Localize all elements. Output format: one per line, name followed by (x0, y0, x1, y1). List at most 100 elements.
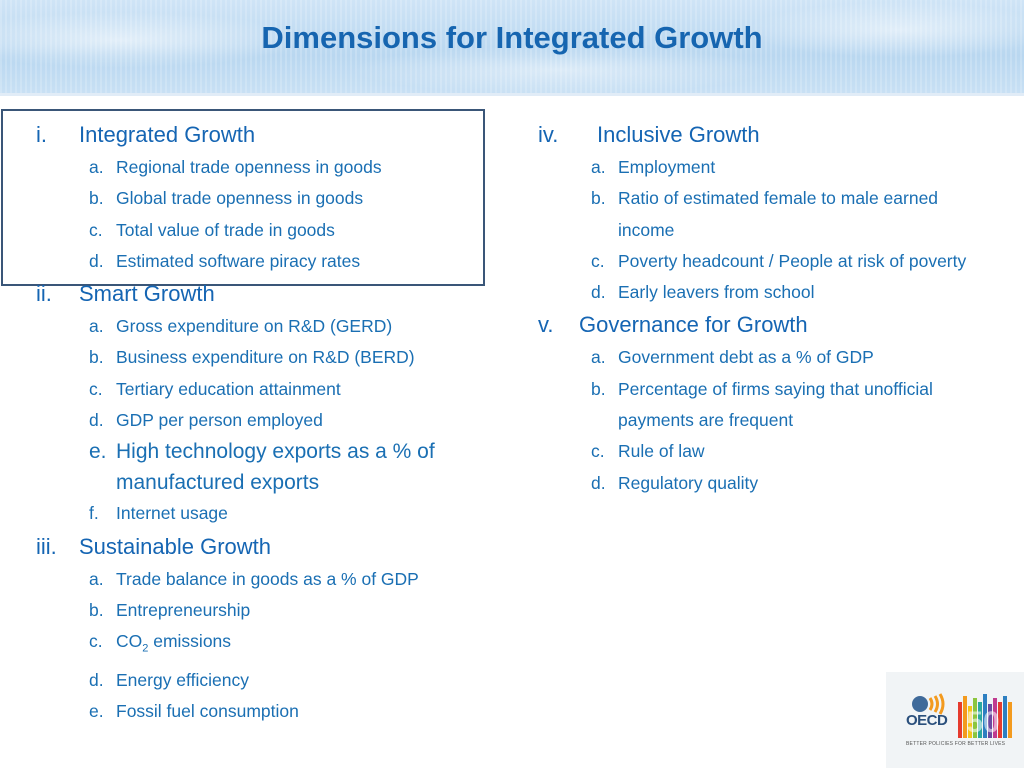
section-number: ii. (36, 281, 52, 307)
item-text: High technology exports as a % of manufa… (116, 440, 435, 495)
oecd-globe-icon (912, 696, 928, 712)
list-item: d. Estimated software piracy rates (36, 246, 496, 277)
item-letter: b. (591, 188, 606, 209)
item-letter: a. (591, 157, 606, 177)
item-letter: d. (591, 282, 606, 303)
item-text: Fossil fuel consumption (116, 701, 299, 722)
right-column: iv. Inclusive Growth a. Employment b. Rati… (538, 118, 1008, 499)
item-letter: a. (89, 316, 104, 337)
section-label: Governance for Growth (579, 312, 808, 338)
item-text: Rule of law (618, 441, 705, 462)
slide-title: Dimensions for Integrated Growth (261, 20, 763, 55)
indicator-list: a. Government debt as a % of GDP b. Percen… (538, 342, 1008, 498)
list-item: a. Regional trade openness in goods (36, 152, 496, 183)
section-label: Sustainable Growth (79, 533, 271, 559)
section-number: iii. (36, 533, 57, 559)
fifty-anniversary-icon (958, 694, 1012, 738)
section-label: Inclusive Growth (597, 122, 760, 147)
section-sustainable-growth: iii. Sustainable Growth a. Trade balance … (36, 530, 496, 728)
indicator-list: a. Gross expenditure on R&D (GERD) b. Busi… (36, 311, 496, 529)
item-letter: a. (591, 347, 606, 368)
item-text: Poverty headcount / People at risk of po… (618, 250, 967, 271)
section-smart-growth: ii. Smart Growth a. Gross expenditure on … (36, 277, 496, 529)
item-letter: b. (89, 188, 104, 209)
item-letter: e. (89, 440, 107, 464)
item-text: Regional trade openness in goods (116, 157, 382, 177)
co2-subscript: 2 (142, 642, 149, 655)
item-letter: b. (89, 599, 104, 620)
list-item: c. Total value of trade in goods (36, 215, 496, 246)
item-letter: c. (591, 441, 605, 462)
item-letter: d. (89, 410, 104, 431)
item-text: Trade balance in goods as a % of GDP (116, 568, 419, 589)
item-text: Ratio of estimated female to male earned… (618, 188, 939, 240)
oecd-wordmark: OECD (906, 712, 948, 729)
item-text: Internet usage (116, 503, 228, 524)
oecd-tagline: BETTER POLICIES FOR BETTER LIVES (906, 741, 1006, 747)
item-text: Global trade openness in goods (116, 188, 364, 209)
item-letter: a. (89, 568, 104, 589)
section-inclusive-growth: iv. Inclusive Growth a. Employment b. Rati… (538, 118, 1008, 308)
anniversary-number: 50 (966, 706, 999, 739)
indicator-list: a. Regional trade openness in goods b. Glo… (36, 152, 496, 277)
item-letter: d. (89, 250, 104, 271)
emissions-text: emissions (148, 631, 232, 652)
oecd-logo-graphic: 50 (912, 693, 1012, 739)
item-text: Regulatory quality (618, 472, 759, 493)
section-number: v. (538, 312, 554, 338)
section-number: i. (36, 122, 47, 147)
list-item: d. GDP per person employed (36, 405, 496, 436)
item-text: Percentage of firms saying that unoffici… (618, 378, 933, 431)
integrated-growth-highlight-box (1, 109, 485, 286)
item-text: Early leavers from school (618, 282, 815, 303)
section-number: iv. (538, 122, 559, 147)
list-item: e. High technology exports as a % of manu… (36, 436, 496, 498)
list-item: f. Internet usage (36, 498, 496, 529)
item-text: Total value of trade in goods (116, 219, 335, 240)
section-label: Integrated Growth (79, 122, 256, 147)
slide-header-band (0, 0, 1024, 93)
list-item: b. Business expenditure on R&D (BERD) (36, 342, 496, 373)
list-item: d. Early leavers from school (538, 277, 1008, 308)
item-text: Business expenditure on R&D (BERD) (116, 347, 415, 368)
co2-text: CO (116, 631, 143, 652)
item-letter: c. (89, 378, 103, 399)
item-text: GDP per person employed (116, 410, 323, 431)
item-text: Gross expenditure on R&D (GERD) (116, 316, 393, 337)
list-item: c. Poverty headcount / People at risk of … (538, 246, 1008, 277)
list-item: d. Regulatory quality (538, 468, 1008, 499)
item-letter: b. (591, 378, 606, 399)
list-item: a. Gross expenditure on R&D (GERD) (36, 311, 496, 342)
list-item: b. Entrepreneurship (36, 595, 496, 626)
list-item: a. Employment (538, 152, 1008, 183)
list-item: b. Global trade openness in goods (36, 183, 496, 214)
item-letter: e. (89, 701, 104, 722)
section-heading: iv. Inclusive Growth (538, 118, 1008, 152)
item-letter: f. (89, 503, 99, 524)
item-letter: d. (591, 472, 606, 493)
list-item: b. Percentage of firms saying that unoffi… (538, 374, 1008, 437)
item-text: Energy efficiency (116, 670, 249, 691)
section-heading: v. Governance for Growth (538, 308, 1008, 342)
header-rule (0, 93, 1024, 96)
item-text: Government debt as a % of GDP (618, 347, 874, 368)
item-letter: c. (591, 250, 605, 271)
section-heading: i. Integrated Growth (36, 118, 496, 152)
list-item: d. Energy efficiency (36, 665, 496, 696)
section-governance-for-growth: v. Governance for Growth a. Government de… (538, 308, 1008, 498)
section-heading: iii. Sustainable Growth (36, 530, 496, 564)
list-item: c. CO2 emissions (36, 626, 496, 665)
indicator-list: a. Employment b. Ratio of estimated female… (538, 152, 1008, 308)
item-letter: d. (89, 670, 104, 691)
section-integrated-growth: i. Integrated Growth a. Regional trade op… (36, 118, 496, 277)
indicator-list: a. Trade balance in goods as a % of GDP b… (36, 564, 496, 728)
item-letter: c. (89, 631, 103, 652)
list-item: a. Government debt as a % of GDP (538, 342, 1008, 373)
item-letter: c. (89, 219, 103, 240)
item-text: Employment (618, 157, 716, 177)
oecd-arrows-icon (928, 693, 945, 715)
item-letter: a. (89, 157, 104, 177)
list-item: e. Fossil fuel consumption (36, 696, 496, 727)
section-heading: ii. Smart Growth (36, 277, 496, 311)
list-item: a. Trade balance in goods as a % of GDP (36, 564, 496, 595)
